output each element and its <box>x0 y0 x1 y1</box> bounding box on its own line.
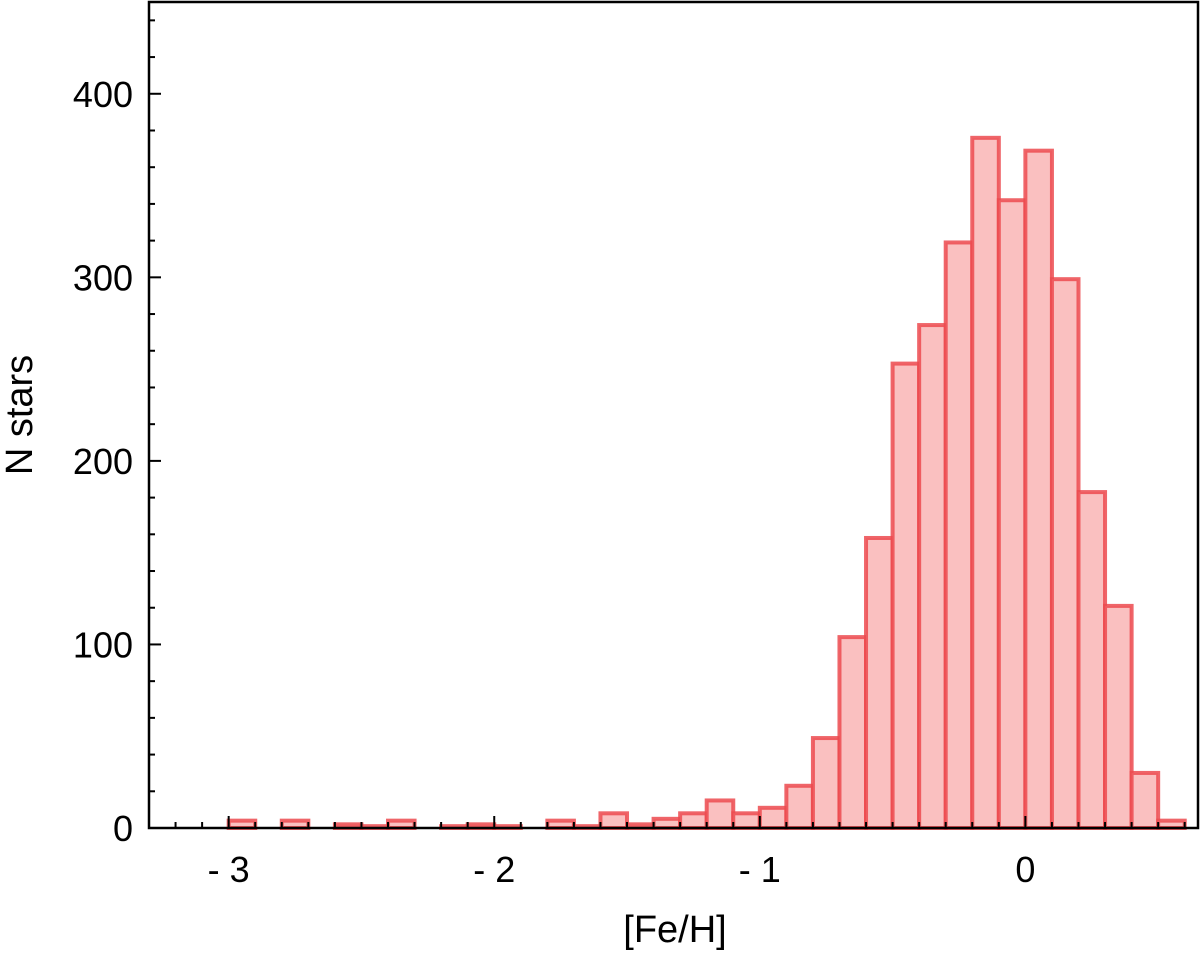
plot-frame <box>147 0 1200 830</box>
histogram-bar-26 <box>996 198 1028 831</box>
x-tick-label: 0 <box>1015 849 1035 890</box>
x-tick-label: - 3 <box>208 849 250 890</box>
histogram-bar-17 <box>757 805 789 831</box>
histogram-bar-30 <box>1103 603 1134 830</box>
y-axis-ticks <box>149 19 161 829</box>
histogram-bar-11 <box>598 811 630 830</box>
histogram-bar-18 <box>784 783 815 831</box>
x-axis-tick-labels: - 3 - 2 - 1 0 <box>208 849 1036 890</box>
histogram-bar-28 <box>1049 277 1081 830</box>
y-tick-label: 400 <box>73 74 133 115</box>
histogram-bar-20 <box>837 635 869 831</box>
histogram-bar-16 <box>731 811 762 830</box>
histogram-bar-15 <box>704 798 736 831</box>
histogram-bar-21 <box>864 535 895 831</box>
histogram-bar-27 <box>1023 148 1054 830</box>
y-tick-label: 0 <box>113 808 133 849</box>
x-tick-label: - 1 <box>739 849 781 890</box>
x-axis-ticks <box>148 816 1186 828</box>
y-tick-label: 300 <box>73 257 133 298</box>
histogram-bar-19 <box>810 736 842 831</box>
histogram-bar-22 <box>890 361 922 830</box>
histogram-bar-25 <box>970 135 1001 830</box>
y-axis-label: N stars <box>0 355 41 475</box>
histogram-bar-29 <box>1076 490 1108 830</box>
y-axis-tick-labels: 0 100 200 300 400 <box>73 74 133 849</box>
histogram-bar-23 <box>917 323 948 830</box>
x-tick-label: - 2 <box>473 849 515 890</box>
histogram-bar-31 <box>1129 770 1161 831</box>
y-tick-label: 100 <box>73 624 133 665</box>
x-axis-label: [Fe/H] <box>623 909 726 951</box>
y-tick-label: 200 <box>73 441 133 482</box>
histogram-bar-24 <box>943 240 975 831</box>
histogram-bars <box>226 135 1187 831</box>
histogram-bar-14 <box>678 811 709 830</box>
histogram-bar-13 <box>651 816 683 830</box>
